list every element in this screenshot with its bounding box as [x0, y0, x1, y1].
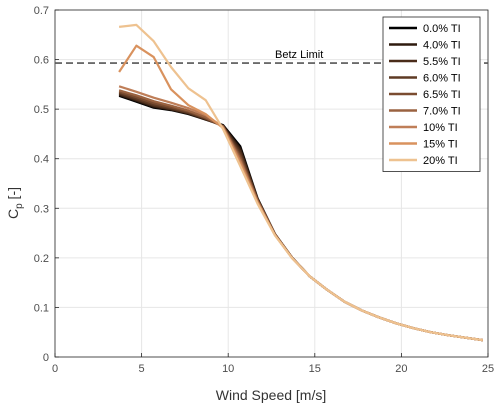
- x-tick-label: 15: [309, 363, 321, 375]
- legend: 0.0% TI 4.0% TI 5.5% TI 6.0% TI 6.5% TI 7.0% …: [382, 16, 481, 172]
- y-axis-title-unit: [-]: [5, 187, 21, 203]
- x-tick-label: 10: [222, 363, 234, 375]
- legend-label: 4.0% TI: [423, 40, 461, 52]
- y-axis-title-subscript: p: [14, 203, 25, 209]
- plot-area: [54, 9, 489, 358]
- legend-label: 10% TI: [423, 122, 458, 134]
- series-lines: [118, 23, 483, 342]
- y-tick-label: 0.7: [34, 5, 49, 17]
- betz-annotation: Betz Limit: [55, 49, 488, 64]
- y-tick-label: 0.3: [34, 203, 49, 215]
- y-tick-label: 0.2: [34, 253, 49, 265]
- y-axis-title-main: C: [5, 209, 21, 219]
- legend-label: 0.0% TI: [423, 23, 461, 35]
- betz-limit-label: Betz Limit: [275, 49, 323, 61]
- y-axis-title: Cp [-]: [5, 187, 25, 219]
- y-tick-label: 0.6: [34, 55, 49, 67]
- x-tick-label: 20: [395, 363, 407, 375]
- legend-label: 15% TI: [423, 139, 458, 151]
- x-tick-label: 5: [139, 363, 145, 375]
- y-tick-label: 0.4: [34, 154, 49, 166]
- y-tick-label: 0: [43, 352, 49, 364]
- y-tick-label: 0.5: [34, 104, 49, 116]
- legend-label: 6.0% TI: [423, 73, 461, 85]
- series-line-8: [118, 23, 483, 342]
- y-tick-label: 0.1: [34, 302, 49, 314]
- legend-label: 5.5% TI: [423, 56, 461, 68]
- x-axis-title: Wind Speed [m/s]: [216, 387, 327, 403]
- legend-label: 7.0% TI: [423, 106, 461, 118]
- legend-label: 20% TI: [423, 155, 458, 167]
- legend-label: 6.5% TI: [423, 89, 461, 101]
- x-tick-label: 0: [52, 363, 58, 375]
- x-tick-label: 25: [482, 363, 494, 375]
- axis-ticks: 0 5 10 15 20 25 0 0.1 0.2 0.3 0.4 0.5 0.6 0.7: [34, 5, 494, 375]
